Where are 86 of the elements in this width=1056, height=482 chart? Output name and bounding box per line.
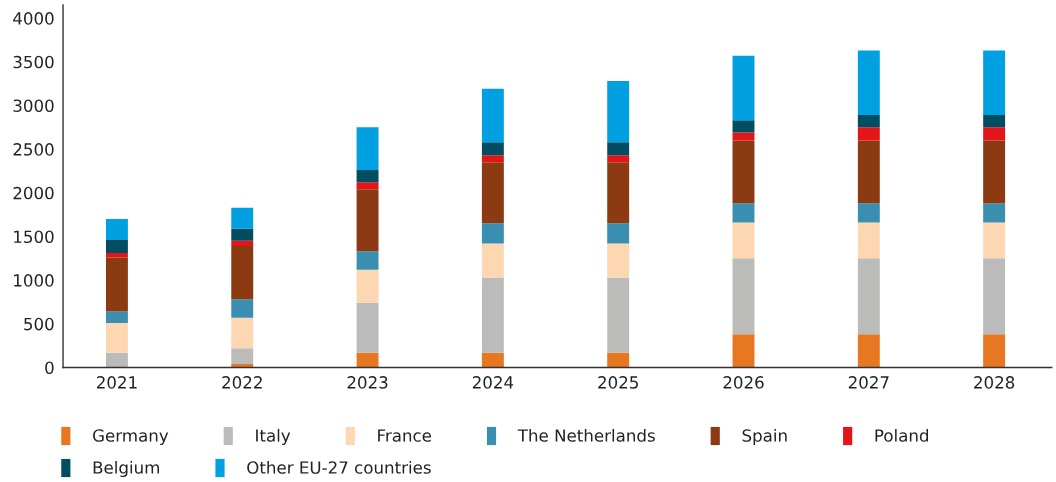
bar [607,352,630,368]
legend-label: The Netherlands [517,428,655,442]
bar [231,348,254,364]
legend-label: Belgium [93,460,159,478]
x-tick-label: 2025 [598,376,638,389]
bar [607,155,630,163]
bar [481,243,504,278]
x-tick-label: 2023 [347,376,388,389]
bar [231,317,254,349]
x-tick-label: 2027 [848,376,889,389]
y-tick-label: 0 [45,361,54,375]
bar [732,120,755,133]
bar [105,352,128,368]
bar [732,334,755,368]
bar [857,50,880,116]
bar [857,222,880,259]
bar [105,322,128,353]
bar [105,257,128,312]
bar [732,222,755,259]
bar [105,219,128,240]
bar [983,203,1006,223]
x-tick-label: 2024 [472,376,514,389]
bar [732,140,755,204]
bar [983,222,1006,259]
bar [481,223,504,244]
bar [356,251,379,270]
legend-label: Italy [256,428,291,446]
bar [481,88,504,143]
bar [607,223,630,244]
y-tick-label: 4000 [13,12,54,25]
bar [231,228,254,241]
bar [983,127,1006,141]
bar [983,115,1006,128]
bar [607,243,630,278]
bar [857,258,880,335]
bar [356,170,379,183]
bar [732,258,755,335]
y-tick-label: 3000 [13,99,54,113]
y-tick-label: 1500 [14,230,54,244]
legend-label: France [378,429,432,442]
bar [857,115,880,128]
bar [732,203,755,223]
bar [481,155,504,163]
bar [231,240,254,247]
bar [356,127,379,171]
bar [732,55,755,121]
bar [105,311,128,323]
bar [983,334,1006,368]
bar [105,253,128,258]
y-tick-label: 1000 [14,274,54,287]
legend-label: Other EU-27 countries [247,460,431,474]
bar [857,127,880,141]
bar [857,203,880,223]
y-tick-label: 3500 [13,55,54,69]
x-tick-label: 2021 [96,376,137,389]
bar [607,277,630,353]
bar [481,162,504,224]
x-tick-label: 2028 [974,376,1015,389]
bar [356,352,379,368]
legend-label: Germany [93,429,169,446]
bar [356,182,379,190]
bar [231,299,254,318]
bar [356,269,379,303]
bar [607,81,630,143]
bar [481,277,504,353]
bar [607,162,630,224]
bar [481,352,504,368]
x-tick-label: 2022 [222,376,262,389]
bar [231,207,254,229]
bar [983,50,1006,116]
legend-label: Poland [875,428,929,442]
bar [231,246,254,300]
bar [983,140,1006,204]
legend-label: Spain [742,428,787,446]
bar [857,334,880,368]
bar [983,258,1006,335]
bar [356,189,379,252]
y-tick-label: 2000 [13,186,54,200]
bar [356,302,379,353]
bar [857,140,880,204]
y-tick-label: 500 [24,317,54,331]
bar [481,142,504,156]
bar [105,239,128,254]
x-tick-label: 2026 [723,376,764,389]
bar [607,142,630,156]
y-tick-label: 2500 [13,143,54,156]
